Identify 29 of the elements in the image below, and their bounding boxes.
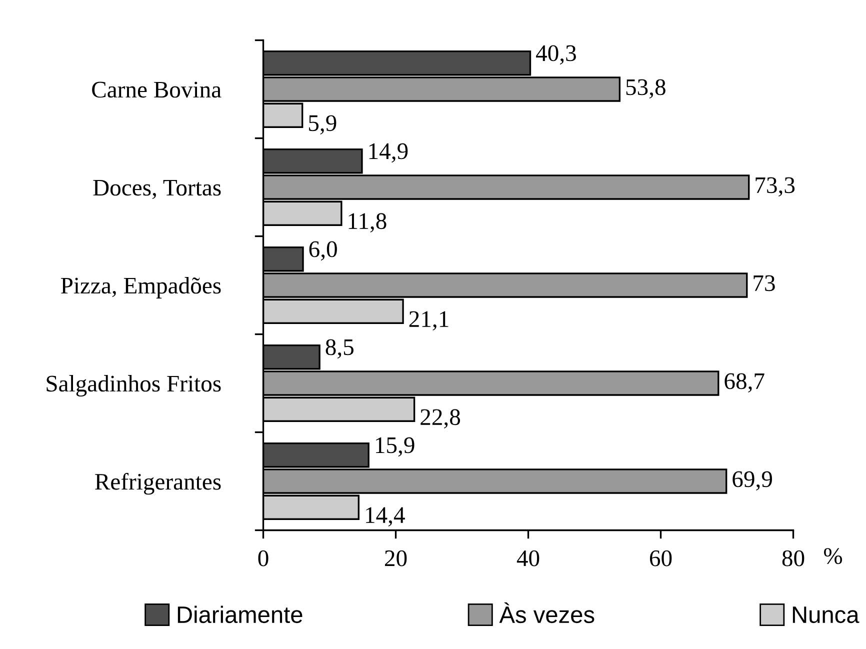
legend-label: Nunca — [792, 606, 860, 624]
data-label: 14,4 — [366, 507, 405, 526]
data-label: 5,9 — [309, 115, 336, 134]
y-tick-label: Doces, Tortas — [93, 180, 221, 200]
data-label: 68,7 — [724, 373, 764, 393]
x-tick-label: 40 — [516, 550, 540, 566]
data-label: 6,0 — [309, 241, 337, 261]
x-tick-label: 80 — [782, 550, 804, 566]
data-label: 15,9 — [376, 437, 414, 457]
data-label: 40,3 — [536, 45, 576, 65]
data-label: 73 — [754, 275, 775, 292]
data-label: 14,9 — [369, 143, 408, 163]
y-tick-label: Refrigerantes — [95, 472, 221, 495]
x-tick-label: 20 — [384, 550, 407, 566]
y-tick-label: Carne Bovina — [92, 82, 222, 98]
data-label: 8,5 — [326, 339, 354, 359]
y-tick-label: Salgadinhos Fritos — [46, 375, 221, 397]
x-tick-label: 60 — [650, 550, 672, 566]
data-label: 53,8 — [626, 79, 666, 99]
data-label: 21,1 — [409, 311, 448, 330]
y-tick-label: Pizza, Empadões — [60, 277, 221, 298]
data-label: 11,8 — [348, 213, 386, 232]
data-label: 69,9 — [732, 471, 772, 491]
data-label: 22,8 — [420, 409, 460, 428]
legend-label: Às vezes — [499, 602, 594, 624]
data-label: 73,3 — [756, 177, 795, 197]
x-axis-title: % — [824, 548, 842, 564]
x-tick-label: 0 — [258, 550, 268, 566]
legend-label: Diariamente — [178, 606, 302, 624]
